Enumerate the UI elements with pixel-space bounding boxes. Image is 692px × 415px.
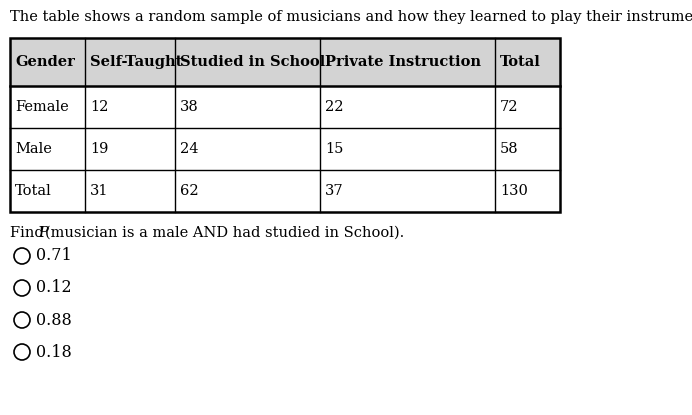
- Bar: [10, 38, 560, 212]
- Text: Gender: Gender: [15, 55, 75, 69]
- Text: 62: 62: [180, 184, 199, 198]
- Text: 0.71: 0.71: [36, 247, 72, 264]
- Text: 31: 31: [90, 184, 109, 198]
- Text: 38: 38: [180, 100, 199, 114]
- Text: Total: Total: [500, 55, 541, 69]
- Text: Private Instruction: Private Instruction: [325, 55, 481, 69]
- Text: The table shows a random sample of musicians and how they learned to play their : The table shows a random sample of music…: [10, 10, 692, 24]
- Text: Female: Female: [15, 100, 69, 114]
- Text: 72: 72: [500, 100, 518, 114]
- Text: Self-Taught: Self-Taught: [90, 55, 183, 69]
- Text: P: P: [38, 226, 48, 240]
- Text: 58: 58: [500, 142, 518, 156]
- Text: 12: 12: [90, 100, 109, 114]
- Text: Find: Find: [10, 226, 48, 240]
- Text: 0.12: 0.12: [36, 279, 72, 296]
- Text: 15: 15: [325, 142, 343, 156]
- Text: 19: 19: [90, 142, 109, 156]
- Text: 130: 130: [500, 184, 528, 198]
- Text: 22: 22: [325, 100, 343, 114]
- Text: 37: 37: [325, 184, 344, 198]
- Bar: [10, 38, 560, 86]
- Text: 0.18: 0.18: [36, 344, 72, 361]
- Text: 24: 24: [180, 142, 199, 156]
- Text: Male: Male: [15, 142, 52, 156]
- Text: 0.88: 0.88: [36, 312, 72, 329]
- Text: (musician is a male AND had studied in School).: (musician is a male AND had studied in S…: [45, 226, 404, 240]
- Text: Studied in School: Studied in School: [180, 55, 325, 69]
- Text: Total: Total: [15, 184, 52, 198]
